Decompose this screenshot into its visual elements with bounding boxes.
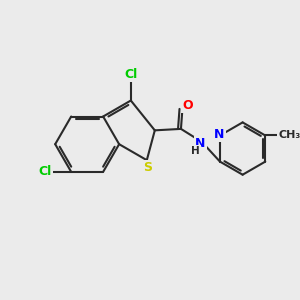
Text: Cl: Cl	[38, 165, 52, 178]
Text: O: O	[182, 99, 193, 112]
Text: N: N	[214, 128, 225, 141]
Text: Cl: Cl	[124, 68, 137, 82]
Text: CH₃: CH₃	[278, 130, 300, 140]
Text: S: S	[143, 161, 152, 174]
Text: H: H	[191, 146, 200, 156]
Text: N: N	[195, 137, 206, 150]
